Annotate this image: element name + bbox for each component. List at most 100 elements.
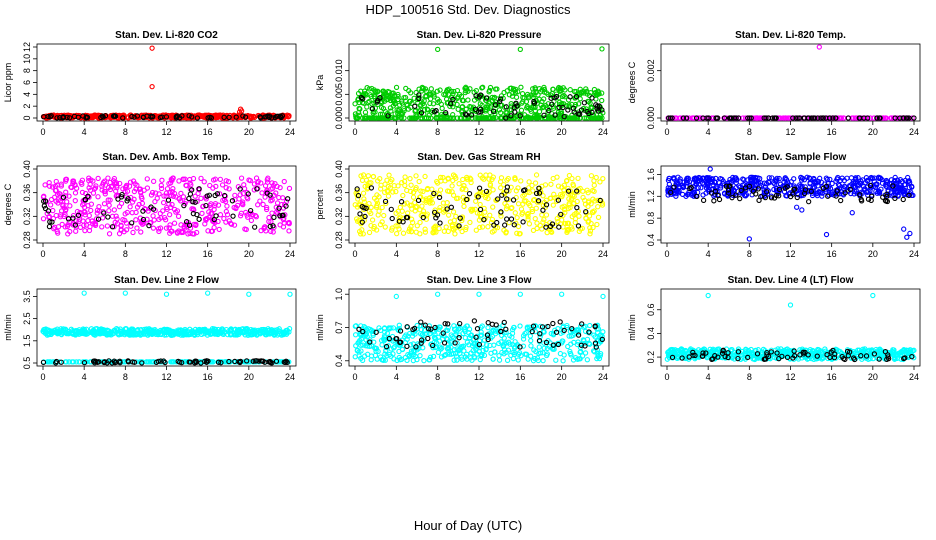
data-point: [490, 187, 496, 193]
reference-point: [433, 215, 439, 221]
reference-point: [857, 192, 863, 198]
reference-point: [776, 186, 783, 193]
reference-point: [574, 188, 580, 194]
data-point: [487, 212, 493, 218]
reference-point: [221, 114, 227, 120]
data-point: [498, 110, 504, 116]
data-point: [362, 109, 369, 115]
data-point: [380, 115, 386, 121]
data-point: [838, 115, 844, 121]
x-tick-label: 4: [82, 249, 87, 259]
reference-point: [431, 209, 438, 215]
data-point: [371, 225, 377, 232]
data-point: [587, 228, 594, 234]
data-point: [281, 178, 287, 185]
data-point: [567, 328, 574, 335]
data-point: [180, 194, 187, 200]
data-point: [73, 359, 80, 365]
data-point: [200, 203, 206, 209]
data-point: [118, 331, 125, 337]
outlier-point: [149, 83, 155, 90]
reference-point: [81, 359, 88, 366]
data-point: [105, 327, 111, 334]
reference-point: [382, 198, 389, 205]
reference-point: [825, 193, 831, 199]
data-point: [393, 210, 399, 216]
data-point: [90, 221, 96, 227]
data-point: [540, 193, 546, 199]
outlier-point: [901, 226, 907, 232]
data-point: [168, 176, 174, 183]
data-point: [65, 330, 71, 336]
reference-point: [416, 95, 422, 102]
reference-point: [806, 199, 812, 205]
data-point: [899, 178, 906, 185]
data-point: [520, 333, 527, 339]
reference-point: [497, 98, 503, 105]
data-point: [532, 180, 539, 186]
data-point: [363, 331, 370, 337]
x-tick-label: 16: [515, 372, 525, 382]
reference-point: [440, 330, 446, 336]
data-point: [540, 357, 546, 364]
data-point: [406, 330, 413, 337]
reference-point: [431, 190, 437, 197]
reference-point: [457, 215, 463, 221]
data-point: [365, 99, 371, 106]
data-point: [716, 180, 722, 186]
data-point: [490, 115, 496, 121]
x-tick-label: 12: [474, 127, 484, 137]
data-point: [127, 332, 133, 338]
data-point: [582, 197, 588, 204]
reference-point: [267, 359, 274, 366]
data-point: [233, 204, 239, 211]
data-point: [83, 326, 90, 332]
reference-point: [360, 96, 366, 102]
reference-point: [233, 114, 239, 120]
data-point: [440, 174, 446, 181]
data-point: [505, 175, 511, 182]
reference-point: [808, 188, 814, 194]
reference-point: [758, 193, 764, 200]
data-point: [82, 329, 89, 335]
data-point: [187, 225, 194, 231]
data-point: [60, 203, 66, 209]
reference-point: [150, 113, 156, 120]
data-point: [381, 88, 387, 95]
data-point: [55, 224, 62, 230]
reference-point: [354, 186, 360, 192]
data-point: [584, 357, 590, 363]
data-point: [857, 180, 863, 186]
reference-point: [158, 358, 164, 364]
reference-point: [183, 219, 190, 225]
data-point: [117, 180, 123, 187]
data-point: [530, 227, 537, 234]
outlier-point: [393, 293, 399, 300]
y-axis-label: ml/min: [3, 314, 13, 341]
data-point: [276, 326, 282, 332]
data-point: [365, 182, 371, 189]
data-point: [407, 115, 413, 121]
data-point: [494, 86, 500, 92]
reference-point: [125, 196, 131, 202]
data-point: [557, 88, 563, 94]
data-point: [231, 332, 237, 338]
reference-point: [431, 109, 438, 115]
data-point: [671, 175, 677, 181]
data-point: [486, 100, 492, 106]
data-point: [909, 192, 915, 198]
data-point: [677, 176, 683, 182]
reference-point: [398, 199, 405, 205]
data-point: [137, 186, 144, 192]
reference-point: [721, 115, 728, 121]
data-point: [666, 175, 672, 182]
data-point: [522, 351, 528, 357]
data-point: [508, 101, 514, 107]
data-point: [416, 178, 422, 185]
data-point: [862, 180, 869, 186]
data-point: [258, 180, 264, 186]
data-point: [379, 342, 385, 348]
data-point: [106, 231, 113, 237]
data-point: [422, 226, 428, 232]
data-point: [509, 93, 516, 99]
